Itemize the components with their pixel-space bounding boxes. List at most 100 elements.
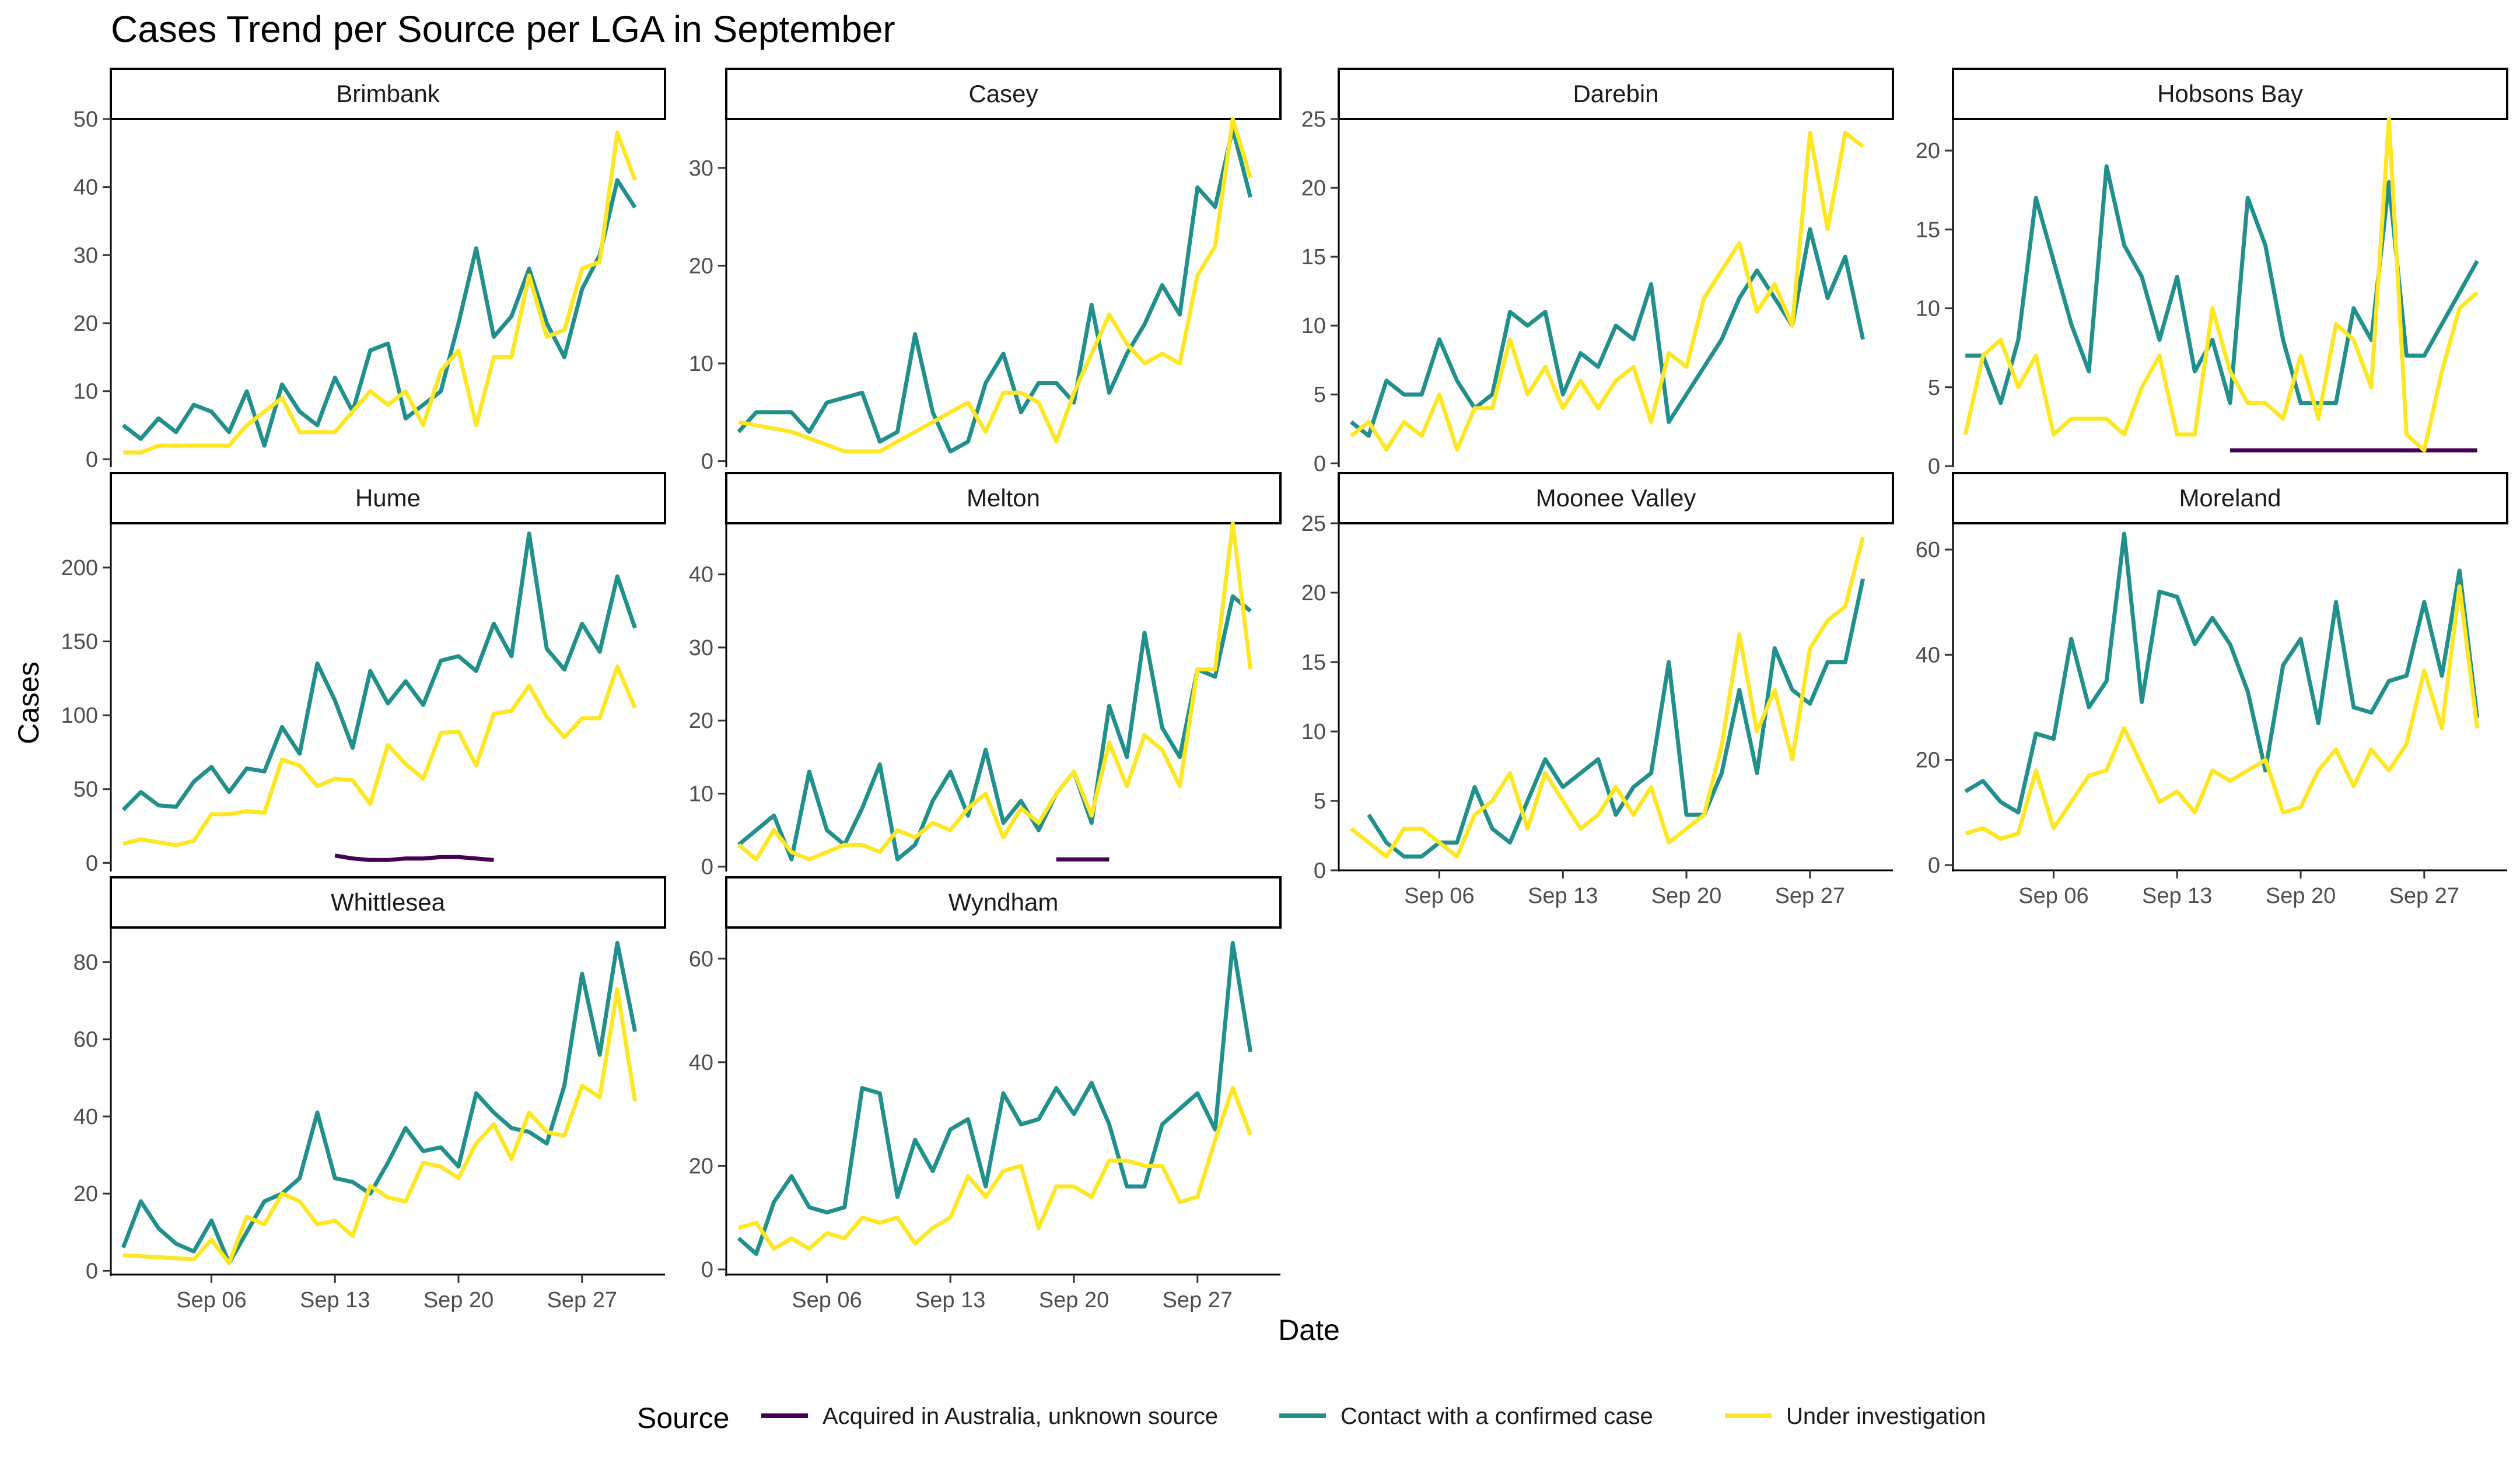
series-line-under-investigation [1350,536,1865,859]
x-tick-label: Sep 13 [915,1288,985,1312]
facet-strip-label: Hume [355,484,421,512]
chart-title: Cases Trend per Source per LGA in Septem… [111,8,895,50]
y-tick-label: 60 [689,947,713,971]
facet-strip-label: Melton [967,484,1040,512]
y-tick-label: 25 [1301,512,1326,536]
y-tick-label: 150 [61,630,98,654]
y-tick-label: 60 [1916,538,1940,562]
series-line-acquired-in-australia-unknown-source [334,853,494,862]
series-line-contact-with-a-confirmed-case [121,531,637,811]
legend: Source Acquired in Australia, unknown sou… [637,1402,1986,1434]
x-tick-label: Sep 13 [2142,884,2212,908]
y-tick-label: 100 [61,704,98,728]
y-tick-label: 10 [689,352,713,376]
facet-strip [1338,68,1894,120]
y-tick-label: 20 [1301,176,1326,201]
y-tick-label: 0 [701,450,713,474]
facet-hume: Hume 0 50 100 150 200 [61,472,666,876]
series-line-contact-with-a-confirmed-case [122,178,637,448]
facet-strip [1338,472,1894,524]
series-line-under-investigation [123,987,638,1265]
y-tick-label: 25 [1301,107,1326,132]
series-line-under-investigation [1350,131,1864,452]
y-tick-label: 10 [1301,314,1326,338]
series-line-contact-with-a-confirmed-case [1964,531,2480,815]
x-tick-label: Sep 20 [1039,1288,1109,1312]
legend-label: Contact with a confirmed case [1340,1404,1653,1429]
y-tick-label: 20 [689,709,713,733]
legend-item-under-investigation: Under investigation [1725,1404,1986,1429]
y-tick-label: 10 [1916,297,1940,321]
facet-strip-label: Moreland [2179,484,2281,512]
series-line-under-investigation [1965,584,2480,841]
series-line-contact-with-a-confirmed-case [737,594,1252,862]
y-axis-title: Cases [12,662,45,744]
facet-strip-label: Whittlesea [331,888,446,916]
y-tick-label: 40 [689,1051,713,1075]
y-tick-label: 0 [701,1258,713,1282]
facet-strip-label: Darebin [1573,80,1658,107]
facet-strip [110,876,666,929]
series-line-contact-with-a-confirmed-case [1367,578,1866,859]
x-tick-label: Sep 27 [1775,884,1845,908]
y-tick-label: 20 [74,312,98,336]
x-tick-label: Sep 20 [424,1288,494,1312]
x-tick-label: Sep 06 [792,1288,862,1312]
x-tick-label: Sep 27 [2389,884,2459,908]
x-tick-label: Sep 06 [1404,884,1474,908]
y-tick-label: 0 [1314,452,1326,476]
y-tick-label: 40 [74,1105,98,1129]
facet-strip [725,876,1282,929]
y-tick-label: 0 [1928,454,1940,479]
y-tick-label: 40 [1916,643,1940,667]
y-tick-label: 40 [74,176,98,200]
facet-strip-label: Hobsons Bay [2157,80,2303,107]
facet-strip [1952,68,2508,120]
series-line-under-investigation [1963,117,2479,453]
facet-strip-label: Wyndham [949,888,1059,916]
facet-casey: Casey 0 10 20 30 [689,68,1282,474]
x-tick-label: Sep 13 [300,1288,370,1312]
facet-strip [110,472,666,524]
facet-melton: Melton 0 10 20 30 40 [689,472,1282,880]
facet-strip-label: Brimbank [336,80,440,107]
facet-hobsons-bay: Hobsons Bay 0 5 10 15 20 [1916,68,2508,479]
facet-strip-label: Moonee Valley [1536,484,1696,512]
facet-darebin: Darebin 0 5 10 15 20 25 [1301,68,1894,476]
y-tick-label: 5 [1314,789,1326,814]
series-line-under-investigation [738,117,1252,454]
y-tick-label: 10 [1301,720,1326,744]
series-line-under-investigation [737,521,1253,862]
legend-label: Under investigation [1786,1404,1986,1429]
legend-item-acquired-in-australia-unknown-source: Acquired in Australia, unknown source [761,1404,1218,1429]
facet-moonee-valley: Moonee Valley Sep 06 Sep 13 Sep 20 Sep 27 0 5 1… [1301,472,1894,908]
y-tick-label: 0 [86,447,98,472]
x-tick-label: Sep 27 [547,1288,617,1312]
series-line-under-investigation [123,130,637,455]
x-tick-label: Sep 06 [176,1288,246,1312]
y-tick-label: 30 [689,636,713,660]
series-line-contact-with-a-confirmed-case [737,127,1252,454]
y-tick-label: 20 [1916,139,1940,163]
y-tick-label: 0 [1928,853,1940,878]
y-tick-label: 10 [689,782,713,806]
y-tick-label: 20 [689,254,713,278]
series-line-contact-with-a-confirmed-case [1965,164,2479,405]
y-tick-label: 30 [689,156,713,181]
y-tick-label: 40 [689,563,713,587]
x-tick-label: Sep 20 [1651,884,1721,908]
y-tick-label: 60 [74,1028,98,1052]
x-axis-title: Date [1278,1314,1340,1346]
x-tick-label: Sep 27 [1163,1288,1233,1312]
y-tick-label: 15 [1301,245,1326,270]
facet-brimbank: Brimbank 0 10 20 30 40 50 [74,68,666,472]
facet-strip-label: Casey [968,80,1038,107]
legend-title: Source [637,1402,729,1434]
y-tick-label: 0 [701,855,713,880]
y-tick-label: 5 [1314,383,1326,407]
y-tick-label: 0 [1314,859,1326,883]
y-tick-label: 0 [86,1259,98,1283]
facet-panels: Brimbank01020304050Casey0102030Darebin05… [61,68,2508,1312]
series-line-under-investigation [738,1086,1252,1251]
